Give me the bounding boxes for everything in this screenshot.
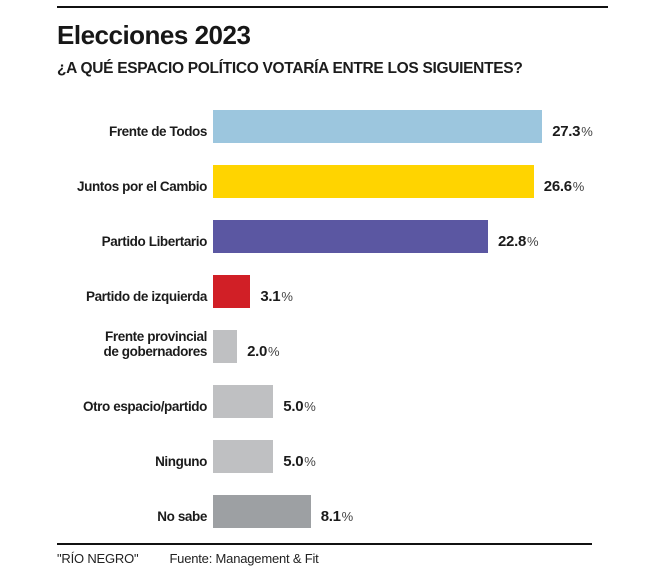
bar-frente-de-todos [213,110,543,144]
value-label: 2.0% [247,343,280,363]
category-label: No sabe [157,509,207,525]
infographic: Elecciones 2023 ¿A QUÉ ESPACIO POLÍTICO … [0,6,666,566]
chart-row: Partido de izquierda 3.1% [57,275,656,309]
chart-row: No sabe 8.1% [57,495,656,529]
chart-row: Juntos por el Cambio 26.6% [57,165,656,199]
bar-track: 22.8% [213,220,539,254]
value-label: 26.6% [543,178,585,198]
category-label: Frente de Todos [108,124,207,140]
percent-sign: % [281,289,293,305]
value-number: 22.8 [498,233,526,251]
chart-row: Otro espacio/partido 5.0% [57,385,656,419]
bar-otro-espacio [213,385,274,419]
bar-track: 8.1% [213,495,354,529]
category-label: Juntos por el Cambio [76,179,207,195]
bar-partido-libertario [213,220,488,254]
percent-sign: % [572,179,585,195]
percent-sign: % [341,509,354,525]
value-number: 27.3 [552,123,581,141]
bar-partido-de-izquierda [213,275,251,309]
bar-track: 2.0% [213,330,280,364]
value-number: 8.1 [320,508,341,526]
value-number: 5.0 [283,453,304,471]
bar-track: 3.1% [213,275,293,309]
source-credit: Fuente: Management & Fit [169,551,319,567]
bar-track: 27.3% [213,110,593,144]
bar-no-sabe [213,495,311,529]
category-label: Ninguno [155,454,207,470]
bar-track: 5.0% [213,440,316,474]
value-number: 26.6 [543,178,572,196]
percent-sign: % [527,234,539,250]
chart-row: Ninguno 5.0% [57,440,656,474]
bar-frente-provincial [213,330,238,364]
category-label: Otro espacio/partido [82,399,207,415]
brand-credit: "RÍO NEGRO" [57,551,139,567]
top-rule [57,6,608,8]
value-number: 2.0 [247,343,268,361]
percent-sign: % [268,344,280,360]
value-label: 22.8% [498,233,539,253]
bar-track: 26.6% [213,165,585,199]
value-number: 5.0 [283,398,304,416]
bar-chart: Frente de Todos 27.3% Juntos por el Camb… [57,110,656,529]
bar-juntos-por-el-cambio [213,165,534,199]
chart-row: Partido Libertario 22.8% [57,220,656,254]
value-label: 5.0% [283,398,316,418]
category-label: Frente provincial de gobernadores [103,329,207,360]
category-label: Partido Libertario [101,234,208,250]
chart-row: Frente provincial de gobernadores 2.0% [57,329,656,364]
percent-sign: % [304,454,316,470]
percent-sign: % [581,124,593,140]
value-number: 3.1 [260,288,281,306]
value-label: 3.1% [260,288,293,308]
chart-question: ¿A QUÉ ESPACIO POLÍTICO VOTARÍA ENTRE LO… [57,59,523,77]
value-label: 27.3% [552,123,593,143]
page-title: Elecciones 2023 [57,20,251,50]
bar-ninguno [213,440,274,474]
value-label: 8.1% [320,508,354,528]
category-label: Partido de izquierda [85,289,207,305]
value-label: 5.0% [283,453,316,473]
bottom-rule [57,543,592,546]
percent-sign: % [304,399,316,415]
footer: "RÍO NEGRO" Fuente: Management & Fit [57,551,656,566]
bar-track: 5.0% [213,385,316,419]
chart-row: Frente de Todos 27.3% [57,110,656,144]
